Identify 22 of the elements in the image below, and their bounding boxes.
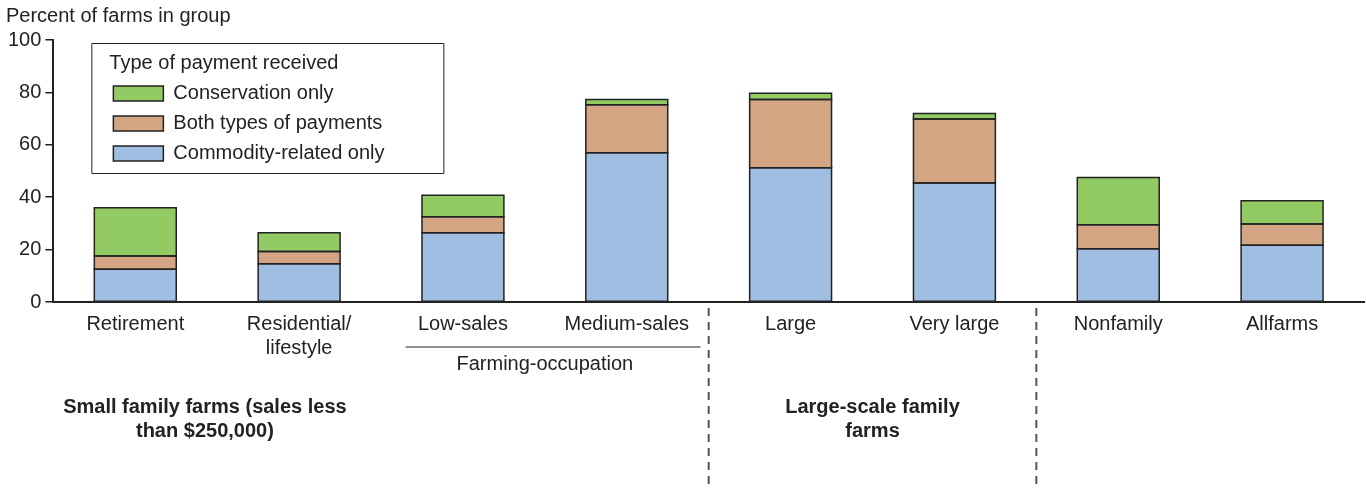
text: Farming-occupation	[456, 351, 634, 374]
x-tick-label: Large	[765, 311, 817, 334]
x-tick-label: Low-sales	[417, 311, 508, 334]
y-tick-label: 60	[19, 132, 42, 155]
y-tick-label: 20	[19, 237, 42, 260]
legend-label: Conservation only	[173, 80, 334, 103]
legend-label: Commodity-related only	[173, 140, 385, 163]
x-tick-label: Allfarms	[1245, 311, 1319, 334]
text: Large-scale family farms	[785, 394, 961, 441]
x-tick-label: Nonfamily	[1073, 311, 1163, 334]
y-axis-title: Percent of farms in group	[6, 3, 231, 26]
legend-title: Type of payment received	[109, 50, 339, 73]
text: Small family farms (sales less than $250,000)	[63, 394, 347, 441]
x-tick-label: Residential/lifestyle	[246, 311, 352, 358]
legend-label: Both types of payments	[173, 110, 383, 133]
y-tick-label: 100	[7, 27, 42, 50]
x-tick-label: Very large	[909, 311, 1000, 334]
y-tick-label: 0	[30, 289, 42, 312]
x-tick-label: Medium-sales	[564, 311, 690, 334]
y-tick-label: 40	[19, 184, 42, 207]
y-tick-label: 80	[19, 79, 42, 102]
x-tick-label: Retirement	[86, 311, 185, 334]
